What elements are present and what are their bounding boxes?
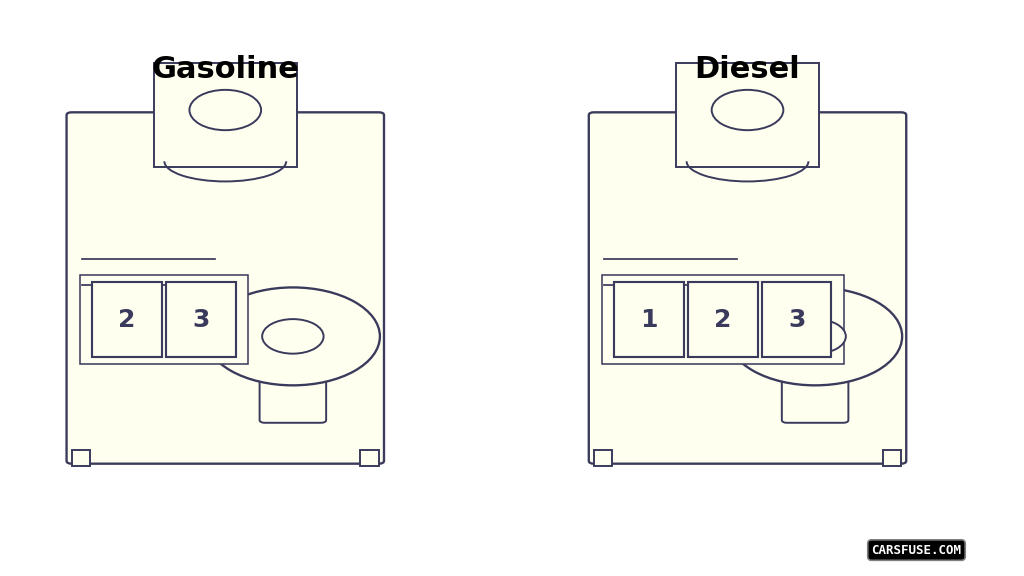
FancyBboxPatch shape (67, 112, 384, 464)
Text: CARSFUSE.COM: CARSFUSE.COM (871, 544, 962, 556)
Circle shape (712, 90, 783, 130)
FancyBboxPatch shape (166, 282, 236, 357)
Text: 2: 2 (119, 308, 135, 332)
FancyBboxPatch shape (589, 112, 906, 464)
FancyBboxPatch shape (614, 282, 684, 357)
Bar (602, 275, 844, 364)
FancyBboxPatch shape (762, 282, 831, 357)
FancyBboxPatch shape (676, 63, 819, 167)
Circle shape (189, 90, 261, 130)
Circle shape (784, 319, 846, 354)
Text: Diesel: Diesel (694, 55, 801, 84)
Text: 3: 3 (788, 308, 805, 332)
Circle shape (206, 287, 380, 385)
Bar (360, 449, 379, 465)
FancyBboxPatch shape (688, 282, 758, 357)
Bar (594, 449, 612, 465)
FancyBboxPatch shape (154, 63, 297, 167)
Bar (72, 449, 90, 465)
Bar (883, 449, 901, 465)
FancyBboxPatch shape (92, 282, 162, 357)
FancyBboxPatch shape (782, 377, 848, 423)
FancyBboxPatch shape (260, 377, 326, 423)
Bar (80, 275, 248, 364)
Text: 3: 3 (193, 308, 209, 332)
Text: 1: 1 (640, 308, 658, 332)
Circle shape (728, 287, 902, 385)
Text: Gasoline: Gasoline (152, 55, 299, 84)
Circle shape (262, 319, 324, 354)
Text: 2: 2 (715, 308, 731, 332)
